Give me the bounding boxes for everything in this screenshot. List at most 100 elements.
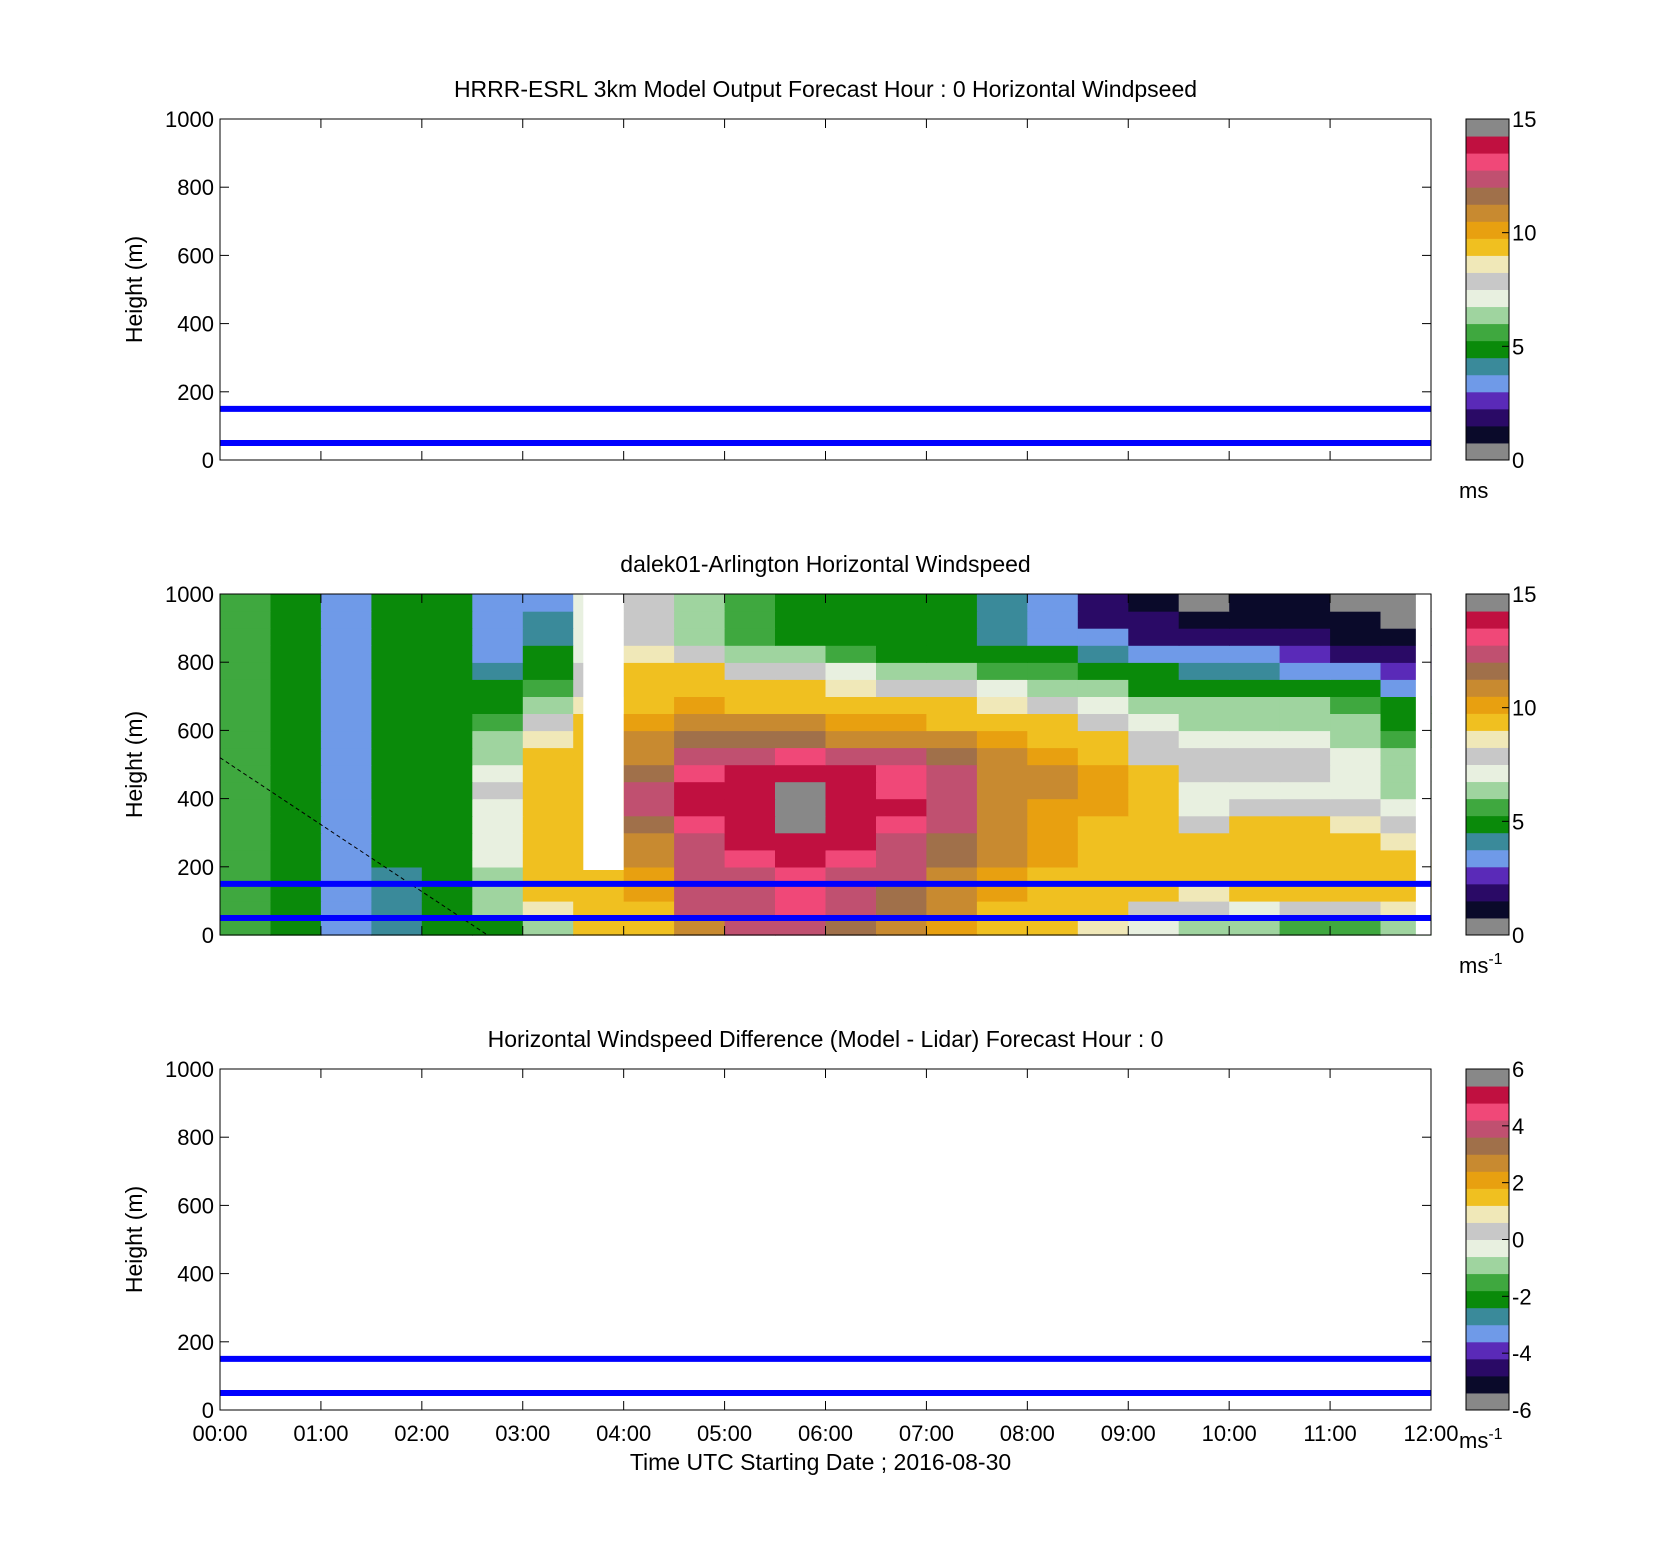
- heatmap-cell: [1229, 764, 1281, 783]
- heatmap-cell: [926, 645, 978, 663]
- heatmap-cell: [472, 679, 524, 697]
- heatmap-cell: [472, 611, 524, 629]
- heatmap-cell: [320, 747, 372, 766]
- colorbar-swatch: [1466, 1392, 1509, 1411]
- heatmap-cell: [1027, 645, 1079, 663]
- colorbar-swatch: [1466, 849, 1509, 868]
- heatmap-cell: [320, 918, 372, 936]
- x-tick-label: 06:00: [798, 1421, 853, 1446]
- heatmap-cell: [623, 645, 675, 663]
- heatmap-cell: [926, 747, 978, 766]
- heatmap-cell: [320, 645, 372, 663]
- heatmap-cell: [1077, 747, 1129, 766]
- heatmap-cell: [1178, 645, 1230, 663]
- heatmap-cell: [371, 832, 423, 851]
- colorbar-swatch: [1466, 1171, 1509, 1189]
- heatmap-cell: [926, 764, 978, 783]
- heatmap-cell: [1077, 832, 1129, 851]
- heatmap-cell: [1279, 679, 1331, 697]
- heatmap-cell: [876, 866, 928, 885]
- heatmap-cell: [220, 594, 272, 612]
- heatmap-cell: [1178, 815, 1230, 834]
- heatmap-cell: [1077, 798, 1129, 817]
- colorbar-swatch: [1466, 1086, 1509, 1104]
- heatmap-cell: [976, 883, 1028, 902]
- colorbar-tick-label: 10: [1512, 221, 1536, 246]
- heatmap-cell: [775, 781, 827, 800]
- heatmap-cell: [522, 611, 574, 629]
- heatmap-cell: [472, 883, 524, 902]
- colorbar-tick-label: -6: [1512, 1398, 1532, 1423]
- heatmap-cell: [1279, 594, 1331, 612]
- heatmap-cell: [1279, 713, 1331, 732]
- heatmap-cell: [270, 594, 322, 612]
- heatmap-cell: [270, 781, 322, 800]
- colorbar-swatch: [1466, 1154, 1509, 1172]
- y-tick-label: 800: [177, 650, 214, 675]
- heatmap-cell: [270, 662, 322, 680]
- heatmap-cell: [623, 866, 675, 885]
- heatmap-cell: [220, 730, 272, 749]
- heatmap-cell: [674, 918, 726, 936]
- heatmap-cell: [623, 798, 675, 817]
- colorbar-swatch: [1466, 391, 1509, 410]
- heatmap-cell: [1077, 764, 1129, 783]
- y-axis-label: Height (m): [121, 236, 147, 343]
- y-axis-label: Height (m): [121, 711, 147, 818]
- heatmap-cell: [270, 815, 322, 834]
- heatmap-cell: [976, 832, 1028, 851]
- heatmap-cell: [724, 883, 776, 902]
- heatmap-cell: [825, 781, 877, 800]
- colorbar-swatch: [1466, 1188, 1509, 1206]
- colorbar-tick-label: 0: [1512, 923, 1524, 948]
- heatmap-cell: [724, 866, 776, 885]
- heatmap-cell: [623, 764, 675, 783]
- heatmap-cell: [623, 815, 675, 834]
- heatmap-cell: [1279, 900, 1331, 919]
- heatmap-cell: [876, 611, 928, 629]
- x-tick-label: 00:00: [192, 1421, 247, 1446]
- heatmap-cell: [1128, 866, 1180, 885]
- heatmap-cell: [1279, 883, 1331, 902]
- heatmap-cell: [270, 628, 322, 646]
- heatmap-cell: [1077, 611, 1129, 629]
- heatmap-cell: [472, 849, 524, 868]
- heatmap-cell: [724, 696, 776, 714]
- dashed-overlay-line: [219, 757, 488, 936]
- heatmap-cell: [976, 679, 1028, 697]
- heatmap-cell: [825, 815, 877, 834]
- heatmap-cell: [724, 918, 776, 936]
- heatmap-cell: [1128, 594, 1180, 612]
- heatmap-cell: [421, 849, 473, 868]
- heatmap-cell: [270, 696, 322, 714]
- heatmap-cell: [674, 764, 726, 783]
- heatmap-cell: [421, 594, 473, 612]
- heatmap-cell: [674, 679, 726, 697]
- heatmap-cell: [926, 883, 978, 902]
- heatmap-cell: [1027, 798, 1079, 817]
- colorbar-swatch: [1466, 611, 1509, 629]
- heatmap-cell: [371, 696, 423, 714]
- heatmap-cell: [1178, 883, 1230, 902]
- heatmap-cell: [421, 764, 473, 783]
- heatmap-cell: [472, 781, 524, 800]
- heatmap-cell: [1229, 900, 1281, 919]
- heatmap-cell: [724, 679, 776, 697]
- y-axis-label: Height (m): [121, 1186, 147, 1293]
- heatmap-cell: [1128, 628, 1180, 646]
- heatmap-cell: [270, 747, 322, 766]
- heatmap-cell: [421, 645, 473, 663]
- heatmap-cell: [976, 730, 1028, 749]
- heatmap-cell: [1229, 679, 1281, 697]
- heatmap-cell: [926, 849, 978, 868]
- heatmap-cell: [1077, 900, 1129, 919]
- heatmap-cell: [976, 611, 1028, 629]
- heatmap-cell: [320, 832, 372, 851]
- heatmap-cell: [1330, 594, 1382, 612]
- heatmap-cell: [825, 883, 877, 902]
- heatmap-cell: [825, 849, 877, 868]
- heatmap-cell: [1279, 798, 1331, 817]
- heatmap-cell: [825, 713, 877, 732]
- colorbar: -6 -4 -2 0 2 4 6 ms-1: [1459, 1057, 1532, 1453]
- heatmap-cell: [320, 849, 372, 868]
